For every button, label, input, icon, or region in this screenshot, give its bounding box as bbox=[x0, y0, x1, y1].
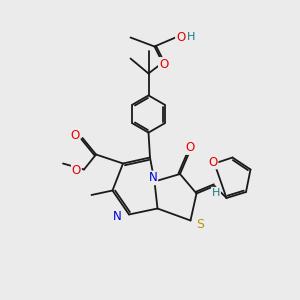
Text: S: S bbox=[196, 218, 204, 231]
Text: O: O bbox=[70, 129, 80, 142]
Text: H: H bbox=[187, 32, 195, 43]
Text: O: O bbox=[176, 31, 185, 44]
Text: O: O bbox=[159, 58, 168, 71]
Text: H: H bbox=[186, 32, 194, 42]
Text: O: O bbox=[159, 58, 168, 71]
Text: O: O bbox=[72, 164, 81, 178]
Text: H: H bbox=[212, 188, 220, 198]
Text: N: N bbox=[148, 171, 158, 184]
Text: O: O bbox=[208, 155, 217, 169]
Text: O: O bbox=[186, 141, 195, 154]
Text: N: N bbox=[113, 210, 122, 224]
Text: O: O bbox=[176, 31, 185, 44]
